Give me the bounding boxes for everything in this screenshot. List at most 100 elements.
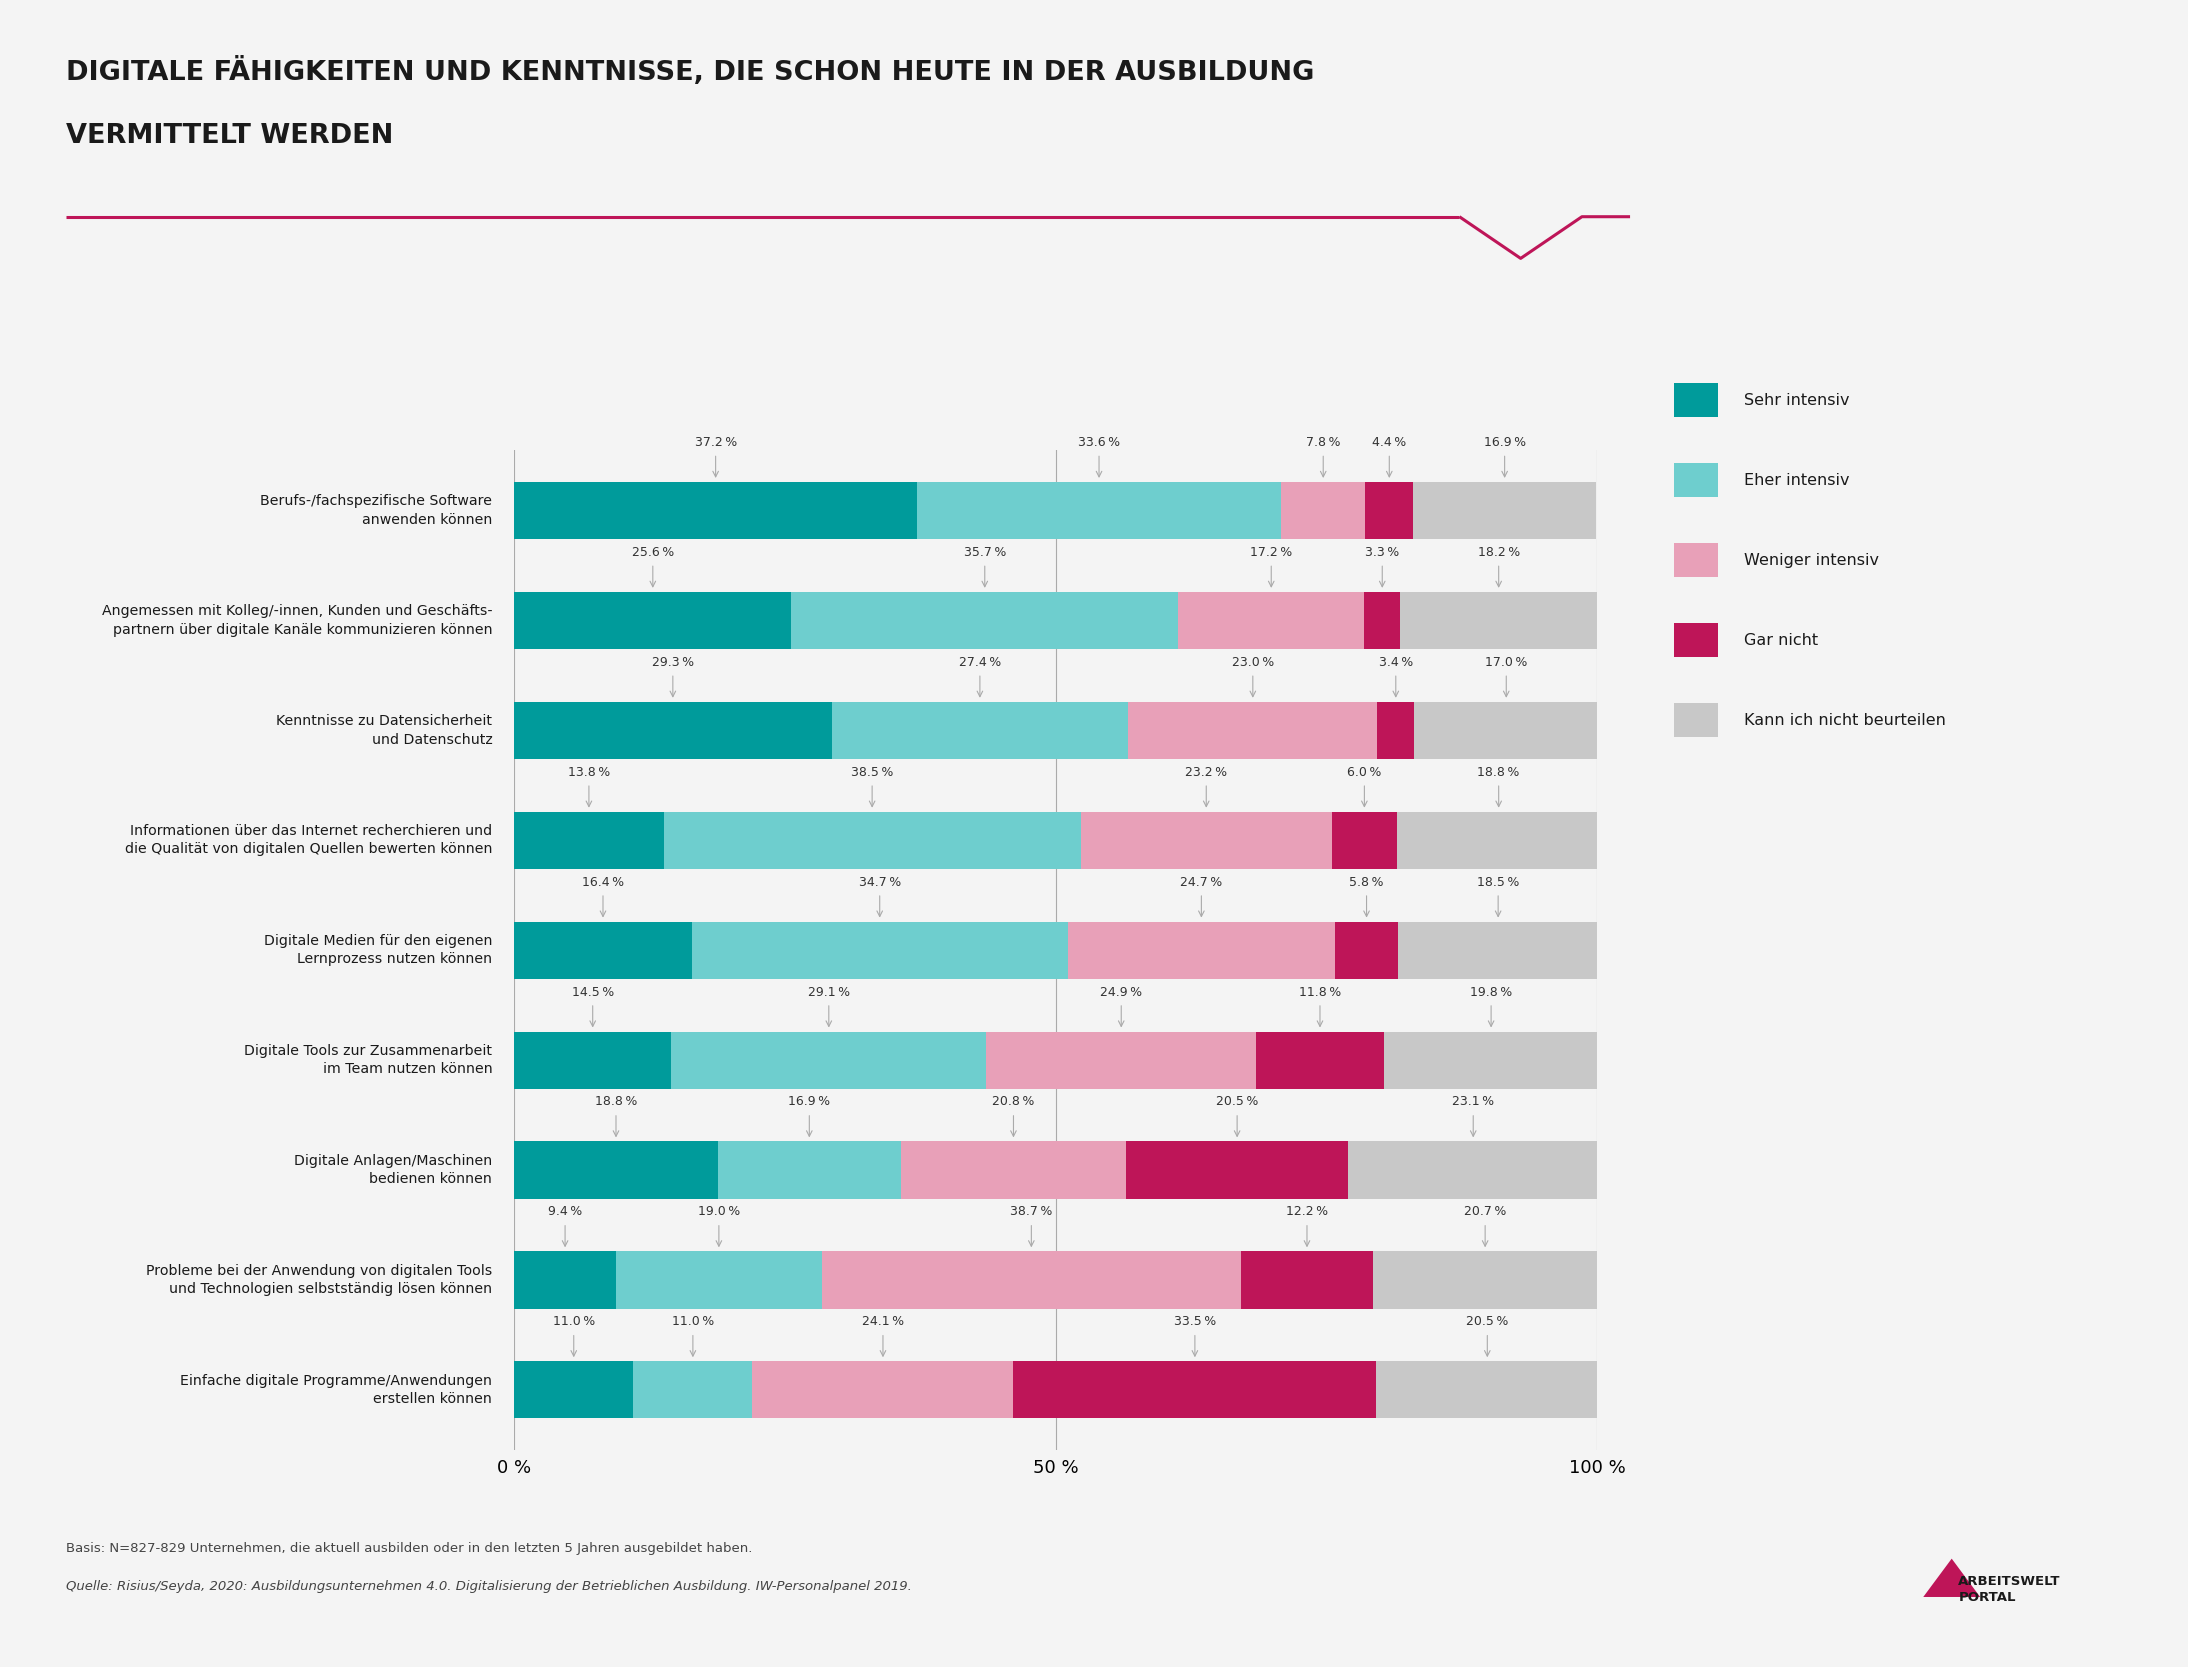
Bar [1413, 702, 1597, 758]
Text: 11.0 %: 11.0 % [554, 1315, 595, 1329]
Text: 19.0 %: 19.0 % [698, 1205, 740, 1219]
Text: 27.4 %: 27.4 % [958, 655, 1002, 668]
Text: Angemessen mit Kolleg/-innen, Kunden und Geschäfts-
partnern über digitale Kanäl: Angemessen mit Kolleg/-innen, Kunden und… [101, 603, 492, 637]
Bar [718, 1142, 901, 1199]
Text: 18.8 %: 18.8 % [1477, 765, 1521, 778]
Text: Kenntnisse zu Datensicherheit
und Datenschutz: Kenntnisse zu Datensicherheit und Datens… [276, 713, 492, 747]
Text: Sehr intensiv: Sehr intensiv [1744, 393, 1849, 407]
Bar [514, 702, 831, 758]
Bar [1256, 1032, 1383, 1089]
Bar [1398, 922, 1597, 979]
Text: 3.4 %: 3.4 % [1378, 655, 1413, 668]
Text: 17.2 %: 17.2 % [1249, 545, 1293, 558]
Text: 23.2 %: 23.2 % [1186, 765, 1227, 778]
Bar [1081, 812, 1332, 869]
Text: Quelle: Risius/Seyda, 2020: Ausbildungsunternehmen 4.0. Digitalisierung der Betr: Quelle: Risius/Seyda, 2020: Ausbildungsu… [66, 1580, 912, 1594]
Text: 33.5 %: 33.5 % [1173, 1315, 1217, 1329]
Text: 5.8 %: 5.8 % [1350, 875, 1383, 889]
Bar [1280, 482, 1365, 538]
Text: Basis: N=827-829 Unternehmen, die aktuell ausbilden oder in den letzten 5 Jahren: Basis: N=827-829 Unternehmen, die aktuel… [66, 1542, 753, 1555]
Bar [1376, 1362, 1597, 1419]
Bar [1383, 1032, 1597, 1089]
Bar [663, 812, 1081, 869]
Bar [1335, 922, 1398, 979]
Bar [1129, 702, 1378, 758]
Text: 19.8 %: 19.8 % [1470, 985, 1512, 999]
Text: Weniger intensiv: Weniger intensiv [1744, 553, 1879, 567]
Text: Digitale Tools zur Zusammenarbeit
im Team nutzen können: Digitale Tools zur Zusammenarbeit im Tea… [245, 1044, 492, 1077]
Text: 17.0 %: 17.0 % [1486, 655, 1527, 668]
Text: Einfache digitale Programme/Anwendungen
erstellen können: Einfache digitale Programme/Anwendungen … [179, 1374, 492, 1405]
Text: 24.7 %: 24.7 % [1179, 875, 1223, 889]
Text: 3.3 %: 3.3 % [1365, 545, 1400, 558]
Bar [1400, 592, 1597, 648]
Text: Digitale Medien für den eigenen
Lernprozess nutzen können: Digitale Medien für den eigenen Lernproz… [265, 934, 492, 967]
Bar [1365, 482, 1413, 538]
Text: 16.9 %: 16.9 % [1483, 437, 1525, 448]
Text: 11.0 %: 11.0 % [672, 1315, 713, 1329]
Bar [1374, 1252, 1597, 1309]
Text: 18.5 %: 18.5 % [1477, 875, 1518, 889]
Text: 9.4 %: 9.4 % [547, 1205, 582, 1219]
Text: 33.6 %: 33.6 % [1079, 437, 1120, 448]
Text: 13.8 %: 13.8 % [569, 765, 610, 778]
Text: 23.0 %: 23.0 % [1232, 655, 1273, 668]
Bar [901, 1142, 1127, 1199]
Bar [1241, 1252, 1374, 1309]
Bar [1068, 922, 1335, 979]
Bar [1365, 592, 1400, 648]
Bar [514, 922, 691, 979]
Text: Gar nicht: Gar nicht [1744, 633, 1818, 647]
Bar [514, 1142, 718, 1199]
Text: Digitale Anlagen/Maschinen
bedienen können: Digitale Anlagen/Maschinen bedienen könn… [293, 1154, 492, 1187]
Text: 16.9 %: 16.9 % [788, 1095, 831, 1109]
Text: 7.8 %: 7.8 % [1306, 437, 1341, 448]
Text: 4.4 %: 4.4 % [1372, 437, 1407, 448]
Bar [1013, 1362, 1376, 1419]
Bar [514, 592, 792, 648]
Text: DIGITALE FÄHIGKEITEN UND KENNTNISSE, DIE SCHON HEUTE IN DER AUSBILDUNG: DIGITALE FÄHIGKEITEN UND KENNTNISSE, DIE… [66, 57, 1315, 85]
Bar [691, 922, 1068, 979]
Text: Eher intensiv: Eher intensiv [1744, 473, 1849, 487]
Text: 16.4 %: 16.4 % [582, 875, 624, 889]
Text: 38.5 %: 38.5 % [851, 765, 893, 778]
Bar [617, 1252, 823, 1309]
Text: 23.1 %: 23.1 % [1453, 1095, 1494, 1109]
Text: 38.7 %: 38.7 % [1011, 1205, 1052, 1219]
Bar [1348, 1142, 1597, 1199]
Bar [1378, 702, 1413, 758]
Text: Informationen über das Internet recherchieren und
die Qualität von digitalen Que: Informationen über das Internet recherch… [125, 823, 492, 857]
Text: 18.8 %: 18.8 % [595, 1095, 637, 1109]
Bar [1332, 812, 1396, 869]
Text: 6.0 %: 6.0 % [1348, 765, 1381, 778]
Text: ARBEITSWELT
PORTAL: ARBEITSWELT PORTAL [1958, 1575, 2061, 1604]
Bar [514, 1252, 617, 1309]
Bar [823, 1252, 1241, 1309]
Text: 20.5 %: 20.5 % [1217, 1095, 1258, 1109]
Text: Berufs-/fachspezifische Software
anwenden können: Berufs-/fachspezifische Software anwende… [260, 495, 492, 527]
Bar [987, 1032, 1256, 1089]
Bar [1127, 1142, 1348, 1199]
Text: 25.6 %: 25.6 % [632, 545, 674, 558]
Bar [753, 1362, 1013, 1419]
Text: 34.7 %: 34.7 % [858, 875, 901, 889]
Bar [1177, 592, 1365, 648]
Bar [1396, 812, 1599, 869]
Bar [917, 482, 1280, 538]
Text: 24.1 %: 24.1 % [862, 1315, 904, 1329]
Text: Kann ich nicht beurteilen: Kann ich nicht beurteilen [1744, 713, 1945, 727]
Bar [514, 812, 663, 869]
Text: 29.1 %: 29.1 % [807, 985, 849, 999]
Text: 20.5 %: 20.5 % [1466, 1315, 1508, 1329]
Bar [514, 482, 917, 538]
Bar [1413, 482, 1597, 538]
Bar [514, 1362, 632, 1419]
Text: 29.3 %: 29.3 % [652, 655, 694, 668]
Text: VERMITTELT WERDEN: VERMITTELT WERDEN [66, 123, 394, 150]
Text: Probleme bei der Anwendung von digitalen Tools
und Technologien selbstständig lö: Probleme bei der Anwendung von digitalen… [147, 1264, 492, 1297]
Text: 12.2 %: 12.2 % [1287, 1205, 1328, 1219]
Bar [632, 1362, 753, 1419]
Bar [514, 1032, 672, 1089]
Text: 37.2 %: 37.2 % [694, 437, 737, 448]
Text: 11.8 %: 11.8 % [1300, 985, 1341, 999]
